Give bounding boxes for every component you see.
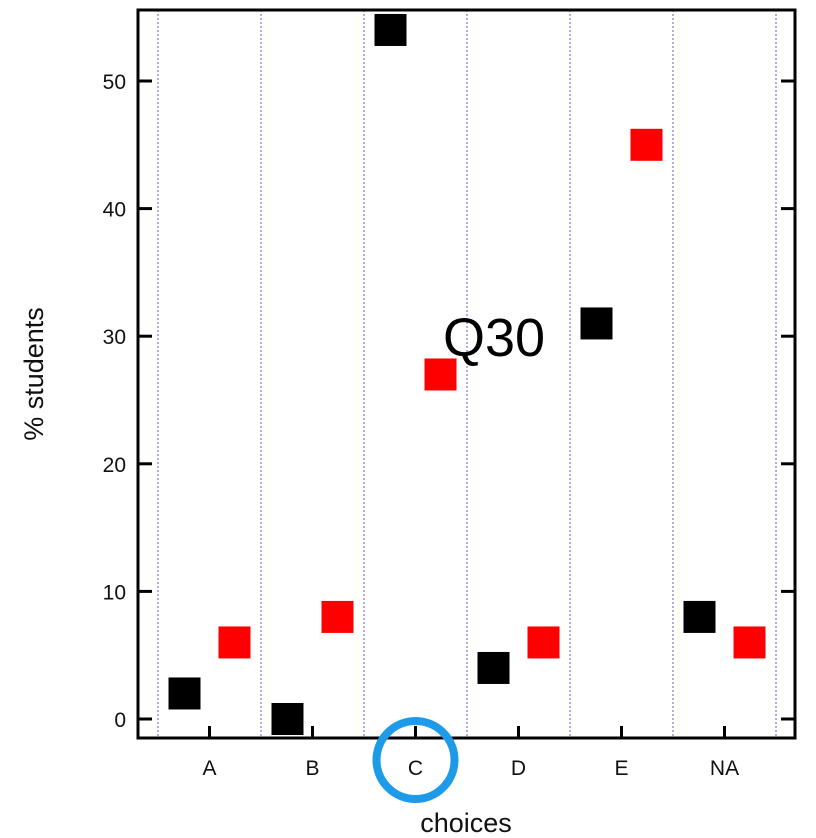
data-point: [477, 651, 510, 684]
y-tick-label: 40: [103, 199, 126, 222]
data-point: [527, 626, 560, 659]
y-tick-label: 30: [103, 326, 126, 349]
x-tick-label: A: [202, 757, 216, 780]
data-point: [271, 703, 304, 735]
data-point: [168, 677, 201, 710]
x-axis-ticks: A B C D E NA: [202, 726, 739, 780]
x-axis-title: choices: [420, 808, 512, 838]
plot-frame: [136, 8, 797, 740]
y-axis-ticks: 0 10 20 30 40 50: [103, 71, 795, 732]
data-point: [733, 626, 766, 659]
y-axis-title: % students: [19, 307, 49, 441]
data-point: [321, 600, 354, 633]
x-tick-label: C: [408, 757, 423, 780]
data-point: [218, 626, 251, 659]
y-tick-label: 0: [114, 709, 126, 732]
y-tick-label: 20: [103, 454, 126, 477]
x-tick-label: NA: [710, 757, 739, 780]
data-point: [683, 600, 716, 633]
x-tick-label: E: [614, 757, 628, 780]
x-tick-label: B: [305, 757, 319, 780]
data-point: [424, 358, 457, 391]
data-markers: [168, 13, 766, 735]
grid-lines: [157, 10, 777, 738]
q30-annotation: Q30: [443, 308, 545, 368]
data-point: [374, 13, 407, 46]
y-tick-label: 10: [103, 581, 126, 604]
y-tick-label: 50: [103, 71, 126, 94]
x-tick-label: D: [511, 757, 526, 780]
data-point: [630, 128, 663, 161]
highlight-circle: [372, 717, 459, 803]
data-point: [580, 307, 613, 340]
